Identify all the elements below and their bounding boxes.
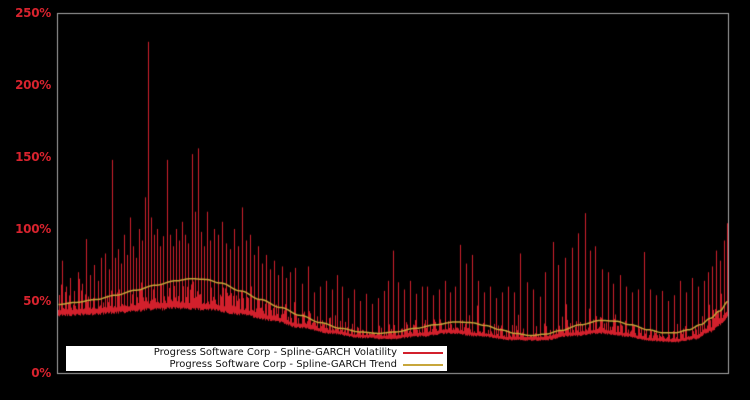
legend-label-volatility: Progress Software Corp - Spline-GARCH Vo… (153, 346, 397, 358)
y-tick-label-200: 200% (15, 78, 51, 92)
legend-line-trend-swatch (403, 363, 443, 366)
y-tick-label-150: 150% (15, 150, 51, 164)
y-tick-label-100: 100% (15, 222, 51, 236)
legend: Progress Software Corp - Spline-GARCH Vo… (66, 346, 447, 371)
legend-row-trend: Progress Software Corp - Spline-GARCH Tr… (66, 359, 443, 371)
legend-line-volatility-swatch (403, 351, 443, 354)
y-tick-label-0: 0% (31, 366, 51, 380)
legend-label-trend: Progress Software Corp - Spline-GARCH Tr… (169, 358, 397, 370)
y-tick-label-50: 50% (23, 294, 51, 308)
legend-row-volatility: Progress Software Corp - Spline-GARCH Vo… (66, 347, 443, 359)
y-tick-label-250: 250% (15, 6, 51, 20)
